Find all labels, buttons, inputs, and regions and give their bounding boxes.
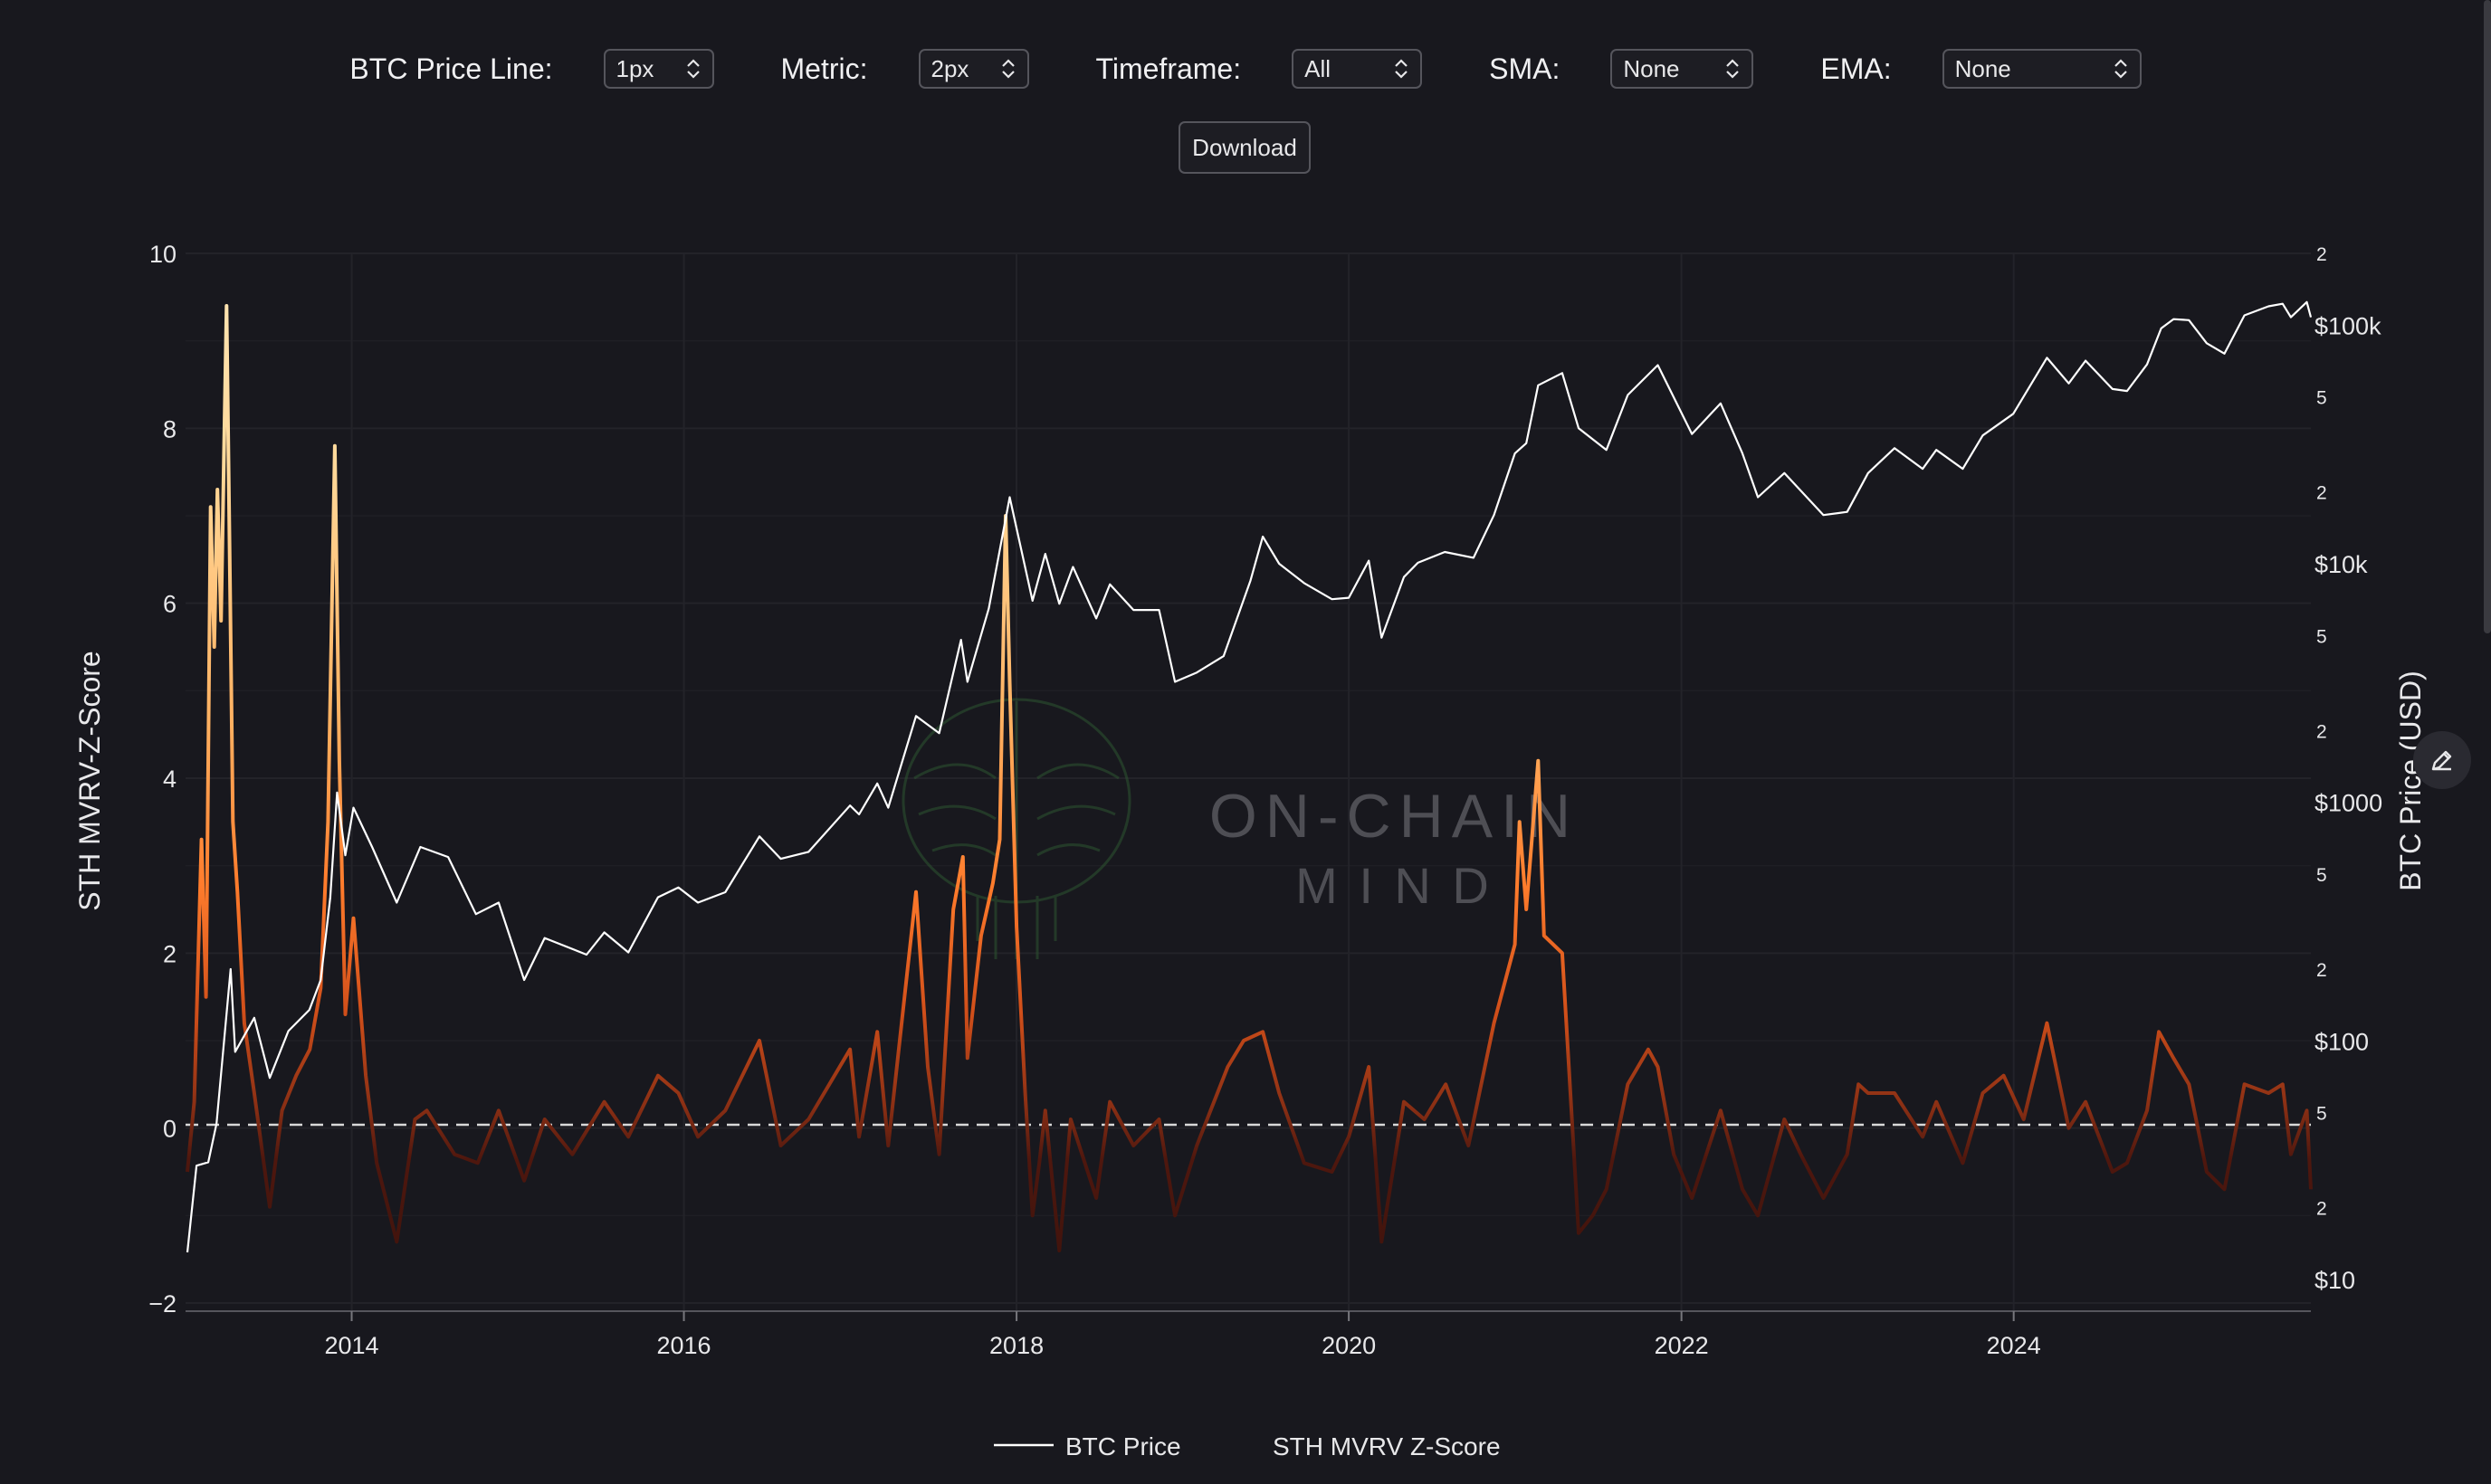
metric-select[interactable]: 2px bbox=[918, 49, 1029, 89]
btc-price-line-value: 1px bbox=[616, 54, 654, 82]
x-tick-label: 2024 bbox=[1987, 1332, 2041, 1359]
chevron-updown-icon bbox=[1001, 59, 1015, 79]
btc-price-line-label: BTC Price Line: bbox=[349, 52, 553, 85]
y2-tick-label: $10 bbox=[2314, 1267, 2355, 1294]
edit-button[interactable] bbox=[2413, 731, 2471, 789]
series-line-sth-mvrv-z-score bbox=[186, 304, 2313, 1252]
btc-price-line-control: BTC Price Line: 1px bbox=[349, 49, 714, 89]
watermark-line2: M I N D bbox=[1295, 857, 1493, 914]
ema-label: EMA: bbox=[1820, 52, 1892, 85]
y2-tick-label: $1000 bbox=[2314, 790, 2382, 817]
y2-tick-label: $100 bbox=[2314, 1028, 2369, 1055]
x-tick-label: 2020 bbox=[1322, 1332, 1376, 1359]
y2-minor-tick-label: 5 bbox=[2316, 1104, 2327, 1125]
y2-tick-label: $10k bbox=[2314, 551, 2368, 578]
watermark-line1: ON-CHAIN bbox=[1209, 782, 1579, 851]
timeframe-label: Timeframe: bbox=[1095, 52, 1242, 85]
y2-tick-label: $100k bbox=[2314, 312, 2381, 339]
chevron-updown-icon bbox=[1395, 59, 1408, 79]
sma-control: SMA: None bbox=[1489, 49, 1754, 89]
y-tick-label: 2 bbox=[163, 940, 177, 967]
ema-select[interactable]: None bbox=[1942, 49, 2142, 89]
series-line-btc-price bbox=[186, 300, 2313, 1253]
btc-price-line-select[interactable]: 1px bbox=[603, 49, 714, 89]
timeframe-value: All bbox=[1304, 54, 1331, 82]
y2-axis-ticks: $100k $10k $1000 $100 $10 2 5 2 5 2 5 2 5 2 bbox=[2314, 244, 2382, 1294]
y-tick-label: 10 bbox=[149, 241, 177, 268]
y2-minor-tick-label: 5 bbox=[2316, 626, 2327, 647]
y-axis-title: STH MVRV-Z-Score bbox=[73, 651, 106, 910]
sma-value: None bbox=[1623, 54, 1680, 82]
legend: BTC Price STH MVRV Z-Score bbox=[994, 1432, 1501, 1460]
y-axis-ticks: 10 8 6 4 2 0 −2 bbox=[148, 241, 177, 1318]
download-button[interactable]: Download bbox=[1179, 121, 1311, 174]
x-tick-label: 2014 bbox=[324, 1332, 378, 1359]
y-tick-label: 4 bbox=[163, 766, 177, 793]
timeframe-select[interactable]: All bbox=[1292, 49, 1423, 89]
x-tick-label: 2018 bbox=[989, 1332, 1044, 1359]
sma-label: SMA: bbox=[1489, 52, 1560, 85]
x-tick-label: 2016 bbox=[657, 1332, 711, 1359]
chevron-updown-icon bbox=[2114, 59, 2127, 79]
y2-minor-tick-label: 2 bbox=[2316, 960, 2327, 981]
y-tick-label: 0 bbox=[163, 1116, 177, 1143]
page-scrollbar[interactable] bbox=[2484, 0, 2491, 633]
watermark: ON-CHAIN M I N D bbox=[902, 698, 1579, 959]
chart-controls: BTC Price Line: 1px Metric: 2px Timefram… bbox=[0, 43, 2491, 94]
pencil-icon bbox=[2431, 750, 2452, 771]
timeframe-control: Timeframe: All bbox=[1096, 49, 1423, 89]
legend-label-sth-mvrv-z-score[interactable]: STH MVRV Z-Score bbox=[1273, 1432, 1501, 1460]
metric-control: Metric: 2px bbox=[781, 49, 1029, 89]
sma-select[interactable]: None bbox=[1610, 49, 1754, 89]
y-tick-label: 8 bbox=[163, 415, 177, 442]
metric-value: 2px bbox=[931, 54, 969, 82]
y2-minor-tick-label: 2 bbox=[2316, 244, 2327, 265]
y2-minor-tick-label: 2 bbox=[2316, 721, 2327, 742]
y-tick-label: 6 bbox=[163, 591, 177, 618]
legend-label-btc-price[interactable]: BTC Price bbox=[1065, 1432, 1181, 1460]
metric-label: Metric: bbox=[780, 52, 868, 85]
x-axis-ticks: 2014 2016 2018 2020 2022 2024 bbox=[324, 1311, 2041, 1359]
chevron-updown-icon bbox=[686, 59, 700, 79]
ema-control: EMA: None bbox=[1820, 49, 2142, 89]
y-tick-label: −2 bbox=[148, 1290, 177, 1318]
y2-minor-tick-label: 2 bbox=[2316, 483, 2327, 504]
chart-grid bbox=[186, 252, 2311, 1311]
chevron-updown-icon bbox=[1726, 59, 1740, 79]
x-tick-label: 2022 bbox=[1655, 1332, 1709, 1359]
y2-minor-tick-label: 2 bbox=[2316, 1199, 2327, 1220]
y2-minor-tick-label: 5 bbox=[2316, 865, 2327, 886]
y2-minor-tick-label: 5 bbox=[2316, 388, 2327, 409]
ema-value: None bbox=[1954, 54, 2011, 82]
